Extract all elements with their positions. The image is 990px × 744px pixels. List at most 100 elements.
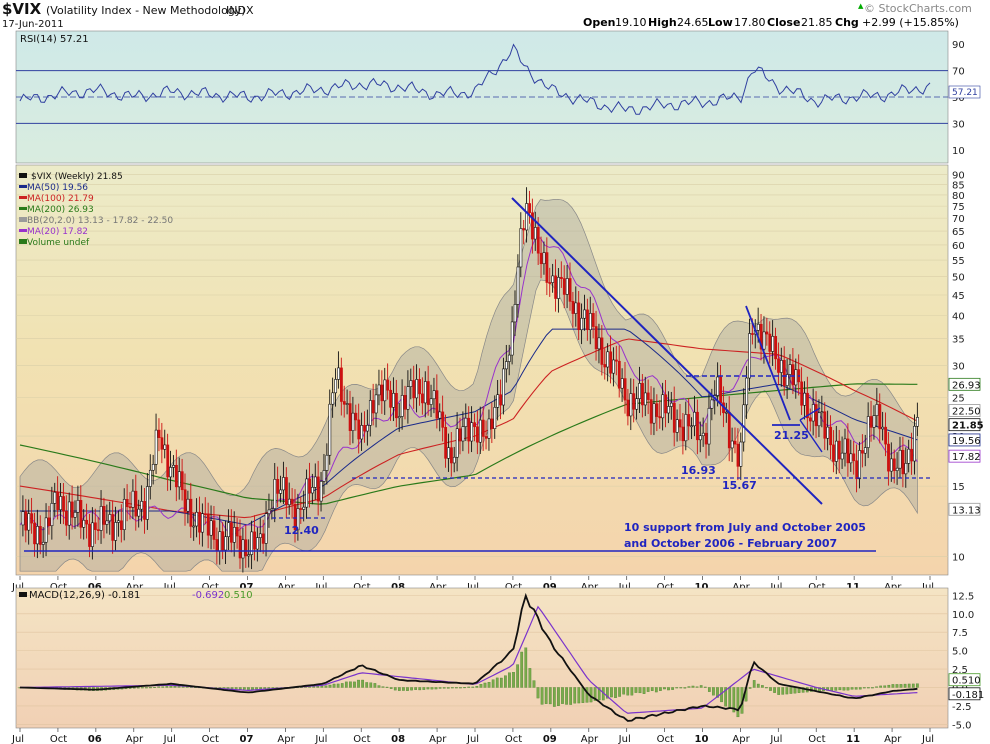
- candle-body: [849, 453, 853, 464]
- candle-body: [502, 368, 505, 406]
- macd-histogram-bar: [842, 687, 846, 691]
- price-x-tick-label: 07: [240, 582, 254, 593]
- macd-right-label: 0.510: [952, 676, 981, 687]
- candle-body: [507, 354, 511, 362]
- macd-histogram-bar: [430, 687, 434, 690]
- macd-histogram-bar: [242, 687, 246, 690]
- macd-x-tick-label: Apr: [429, 734, 447, 744]
- macd-histogram-bar: [487, 682, 491, 688]
- macd-histogram-bar: [618, 687, 621, 697]
- candle-body: [800, 381, 804, 406]
- macd-histogram-bar: [724, 687, 728, 707]
- macd-histogram-bar: [630, 687, 634, 696]
- candle-body: [76, 500, 80, 513]
- candle-body: [389, 389, 393, 408]
- macd-histogram-bar: [659, 687, 662, 691]
- candle-body: [183, 489, 187, 512]
- macd-histogram-bar: [442, 687, 446, 689]
- macd-histogram-bar: [707, 687, 711, 692]
- candle-body: [140, 501, 144, 510]
- candle-body: [154, 429, 158, 465]
- candle-body: [687, 414, 691, 427]
- candle-body: [768, 333, 772, 352]
- price-x-tick-label: Oct: [202, 582, 219, 593]
- symbol-name: (Volatility Index - New Methodology): [46, 4, 246, 17]
- candle-body: [250, 531, 254, 555]
- macd-histogram-bar: [907, 683, 911, 688]
- price-tick-label: 10: [952, 553, 965, 564]
- macd-x-tick-label: Oct: [202, 734, 219, 744]
- candle-body: [664, 394, 668, 414]
- candle-body: [429, 398, 433, 405]
- candle-body: [351, 412, 355, 431]
- macd-histogram-bar: [467, 686, 471, 688]
- macd-histogram-bar: [495, 677, 499, 688]
- candle-body: [319, 481, 323, 502]
- candle-body: [869, 416, 873, 428]
- candle-body: [597, 337, 601, 350]
- price-x-tick-label: Apr: [277, 582, 295, 593]
- candle-body: [299, 508, 303, 510]
- rsi-tick-label: 10: [952, 146, 965, 157]
- price-x-tick-label: 11: [846, 582, 860, 593]
- macd-histogram-bar: [455, 687, 458, 689]
- candle-body: [777, 358, 780, 373]
- price-x-axis: Jul Oct 06 Apr Jul Oct 07 Apr Jul Oct 08 Apr Jul Oct 0…: [11, 576, 934, 593]
- macd-histogram-bar: [520, 651, 524, 688]
- candle-body: [632, 393, 636, 410]
- candle-body: [519, 228, 523, 268]
- macd-histogram-bar: [548, 687, 552, 705]
- macd-histogram-bar: [483, 682, 487, 688]
- macd-histogram-bar: [344, 681, 348, 688]
- candle-body: [606, 351, 610, 368]
- candle-body: [785, 374, 789, 386]
- price-right-badge: [948, 449, 981, 463]
- candle-body: [829, 426, 833, 446]
- macd-histogram-bar: [234, 687, 238, 690]
- candle-body: [395, 393, 398, 419]
- macd-histogram-bar: [406, 687, 409, 691]
- macd-histogram-bar: [785, 687, 789, 695]
- candle-body: [837, 440, 841, 460]
- macd-histogram-bar: [528, 668, 532, 688]
- annotation-1240: 12.40: [284, 524, 319, 537]
- candle-body: [806, 392, 809, 419]
- macd-x-tick-label: 07: [240, 734, 254, 744]
- candle-body: [444, 427, 448, 459]
- candle-body: [707, 408, 711, 445]
- candle-body: [843, 438, 847, 454]
- macd-histogram-bar: [622, 687, 626, 695]
- candle-body: [458, 428, 462, 442]
- macd-histogram-bar: [614, 687, 617, 698]
- candle-body: [808, 417, 812, 422]
- macd-histogram-bar: [577, 687, 581, 704]
- candle-body: [571, 301, 575, 314]
- macd-tick-label: 10.0: [952, 610, 974, 621]
- macd-histogram-bar: [312, 686, 316, 688]
- stockcharts-brand: © StockCharts.com: [864, 2, 972, 15]
- candle-body: [287, 498, 291, 506]
- macd-histogram-bar: [397, 687, 401, 691]
- macd-histogram-bar: [769, 687, 772, 691]
- macd-histogram-bar: [438, 687, 442, 689]
- macd-histogram-bar: [732, 687, 736, 713]
- candle-body: [670, 402, 673, 407]
- candle-body: [782, 360, 786, 386]
- candle-body: [568, 278, 572, 302]
- candle-body: [122, 499, 126, 530]
- symbol-label: $VIX: [2, 0, 42, 18]
- macd-histogram-bar: [418, 687, 422, 691]
- candle-body: [235, 527, 239, 537]
- high-label: High: [648, 16, 677, 29]
- macd-histogram-bar: [369, 682, 373, 688]
- macd-histogram-bar: [846, 687, 850, 691]
- macd-histogram-bar: [593, 687, 597, 701]
- candle-body: [56, 491, 60, 510]
- candle-body: [638, 383, 641, 399]
- candle-body: [565, 278, 569, 295]
- macd-x-tick-label: Oct: [657, 734, 674, 744]
- macd-histogram-bar: [536, 687, 540, 699]
- candle-body: [247, 554, 251, 557]
- price-tick-label: 70: [952, 214, 965, 225]
- candle-body: [863, 447, 867, 454]
